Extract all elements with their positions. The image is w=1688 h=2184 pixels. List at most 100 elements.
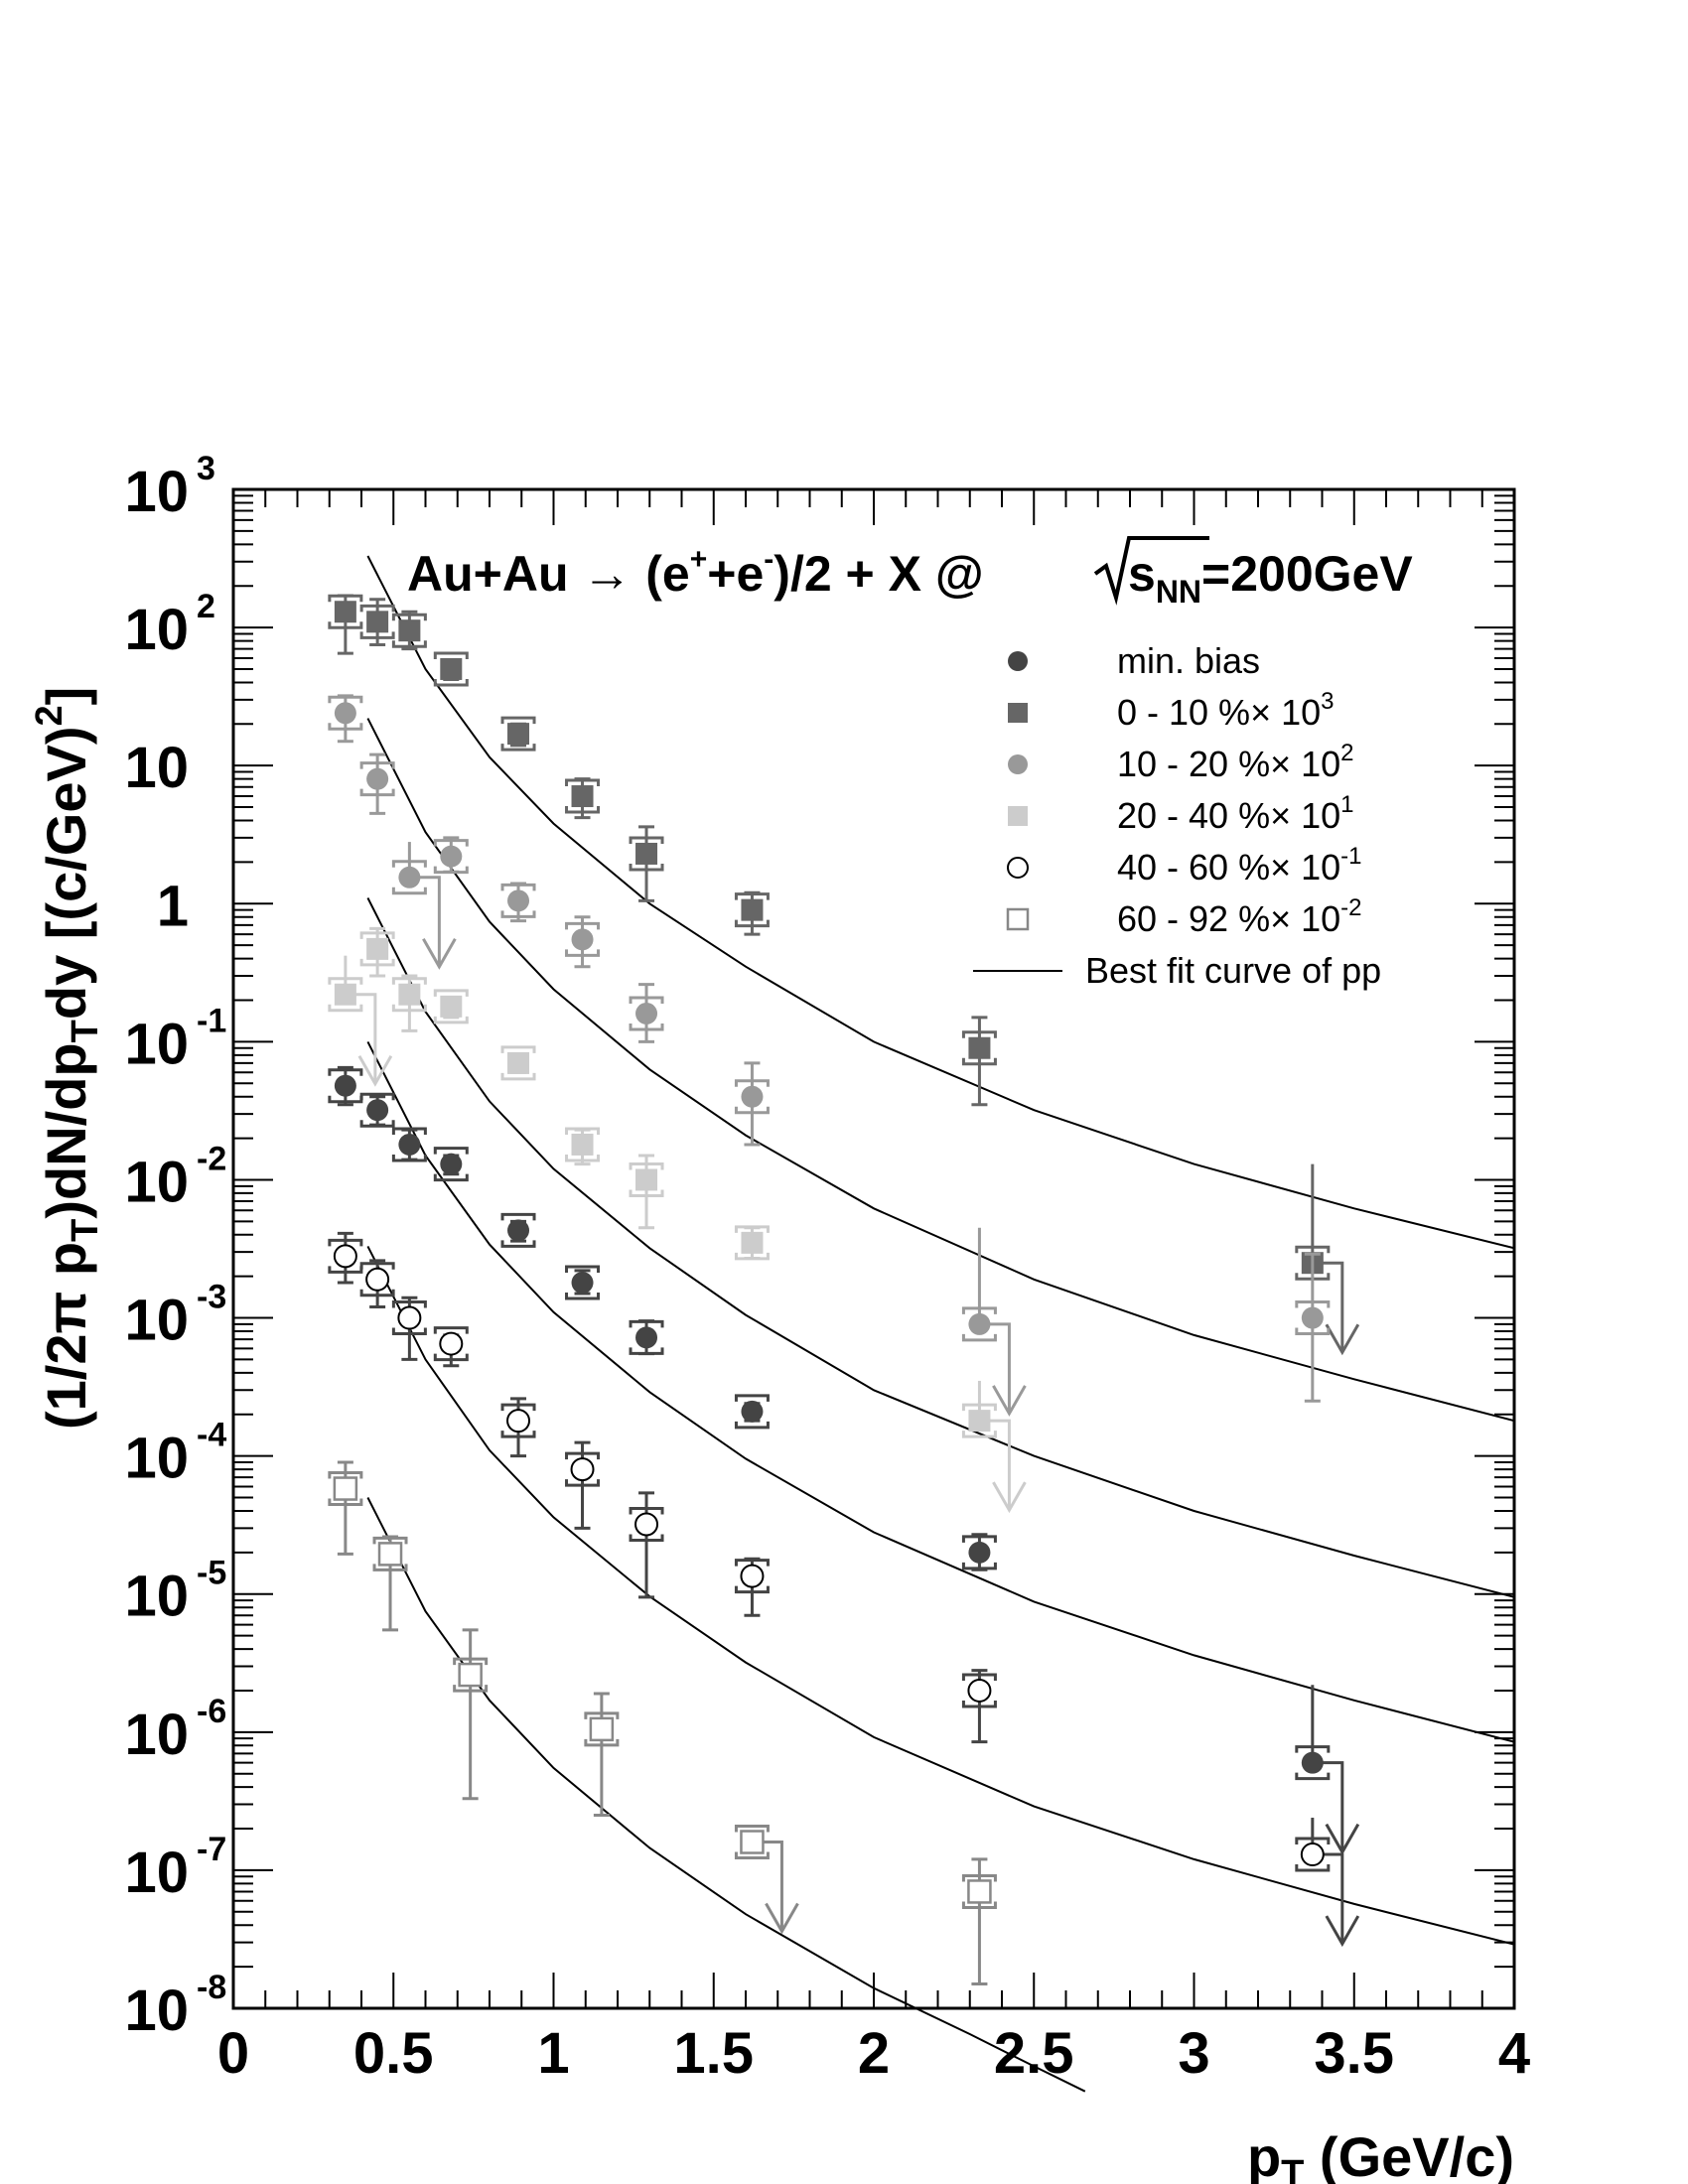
data-marker	[635, 842, 658, 865]
data-point	[359, 926, 395, 978]
data-marker	[397, 1305, 422, 1330]
systematic-bracket	[433, 1147, 469, 1182]
data-point	[359, 1092, 395, 1128]
data-marker	[366, 611, 389, 633]
upper-limit-arrow	[357, 1054, 393, 1087]
legend-marker	[1008, 754, 1028, 774]
legend: min. bias 0 - 10 %× 103 10 - 20 %× 102 20 …	[973, 640, 1381, 991]
x-tick-label: 3	[1178, 2021, 1209, 2086]
data-point	[328, 594, 363, 655]
data-point	[565, 1440, 601, 1530]
y-tick-label: 10	[124, 1012, 189, 1076]
data-point	[328, 1065, 363, 1107]
legend-label: 10 - 20 %× 102	[1117, 740, 1354, 784]
data-point	[734, 1557, 770, 1617]
data-point	[453, 1628, 489, 1801]
x-axis-title: pT (GeV/c)	[1247, 2125, 1514, 2184]
y-tick-label: 10	[124, 736, 189, 800]
data-marker	[968, 1541, 991, 1564]
data-marker	[334, 1074, 356, 1097]
y-tick-exponent: -1	[197, 1002, 226, 1039]
legend-marker	[1008, 703, 1028, 723]
data-point	[391, 974, 427, 1032]
fit-curve	[366, 1040, 1515, 1743]
data-marker	[507, 1219, 530, 1242]
legend-label: 40 - 60 %× 10-1	[1117, 843, 1362, 887]
data-point	[359, 752, 395, 815]
systematic-bracket	[500, 716, 536, 751]
data-marker	[968, 1036, 991, 1059]
data-point	[961, 1669, 997, 1744]
data-point	[1295, 1685, 1360, 1855]
data-point	[500, 1212, 536, 1248]
data-marker	[439, 1331, 464, 1356]
x-tick-labels: 0 0.5 1 1.5 2 2.5 3 3.5 4	[217, 2021, 1530, 2086]
y-tick-label: 10	[124, 1289, 189, 1353]
systematic-bracket	[565, 1265, 601, 1300]
data-point	[433, 651, 469, 687]
data-point	[433, 1326, 469, 1368]
upper-limit-arrow	[765, 1902, 799, 1935]
data-point	[961, 1533, 997, 1571]
data-point	[629, 1154, 664, 1230]
data-marker	[506, 1409, 531, 1433]
data-marker	[634, 1512, 659, 1537]
data-point	[565, 1127, 601, 1166]
data-marker	[333, 1244, 357, 1269]
data-marker	[571, 1133, 594, 1156]
data-point	[359, 1259, 395, 1309]
fit-curves	[366, 555, 1515, 2093]
y-tick-exponent: 3	[197, 450, 215, 487]
data-marker	[635, 1002, 658, 1024]
systematic-bracket	[500, 1045, 536, 1081]
y-tick-label: 10	[124, 1565, 189, 1629]
fit-curve	[366, 718, 1515, 1423]
data-marker	[398, 866, 421, 888]
legend-exponent: 3	[1321, 688, 1334, 715]
systematic-bracket	[433, 989, 469, 1024]
data-marker	[377, 1542, 403, 1567]
y-tick-exponent: -5	[197, 1555, 226, 1592]
data-point	[372, 1535, 408, 1632]
data-marker	[968, 1312, 991, 1335]
data-point	[391, 610, 427, 651]
data-marker	[334, 702, 356, 725]
upper-limit-arrow	[992, 1385, 1027, 1417]
data-point	[500, 1397, 536, 1458]
data-marker	[440, 657, 463, 680]
upper-limit-arrow	[422, 938, 457, 970]
data-point	[584, 1692, 620, 1818]
upper-limit-arrow	[1325, 1323, 1360, 1356]
data-point	[391, 1296, 427, 1361]
legend-marker	[1008, 651, 1028, 671]
y-tick-exponent: -3	[197, 1279, 226, 1316]
data-point	[734, 1825, 799, 1935]
data-point	[1295, 1818, 1360, 1948]
y-tick-label: 1	[157, 874, 189, 938]
data-point	[565, 777, 601, 820]
data-marker	[398, 1133, 421, 1156]
x-tick-label: 0	[217, 2021, 249, 2086]
plot-title: Au+Au → (e++e-)/2 + X @	[407, 543, 984, 602]
data-point	[328, 1460, 363, 1556]
data-marker	[571, 928, 594, 951]
x-tick-label: 0.5	[353, 2021, 434, 2086]
y-tick-exponent: 2	[197, 588, 215, 625]
data-point	[734, 890, 770, 936]
data-point	[391, 1127, 427, 1162]
fit-curve	[366, 897, 1515, 1598]
y-tick-exponent: -6	[197, 1693, 226, 1730]
y-tick-exponent: -8	[197, 1969, 226, 2006]
data-point	[500, 716, 536, 751]
data-points	[328, 594, 1360, 1986]
data-point	[500, 1045, 536, 1081]
data-point	[328, 694, 363, 744]
legend-exponent: -1	[1340, 843, 1361, 870]
data-point	[629, 825, 664, 902]
fit-curve	[366, 1497, 1086, 2093]
data-marker	[741, 898, 764, 921]
data-marker	[571, 785, 594, 808]
data-marker	[398, 983, 421, 1006]
